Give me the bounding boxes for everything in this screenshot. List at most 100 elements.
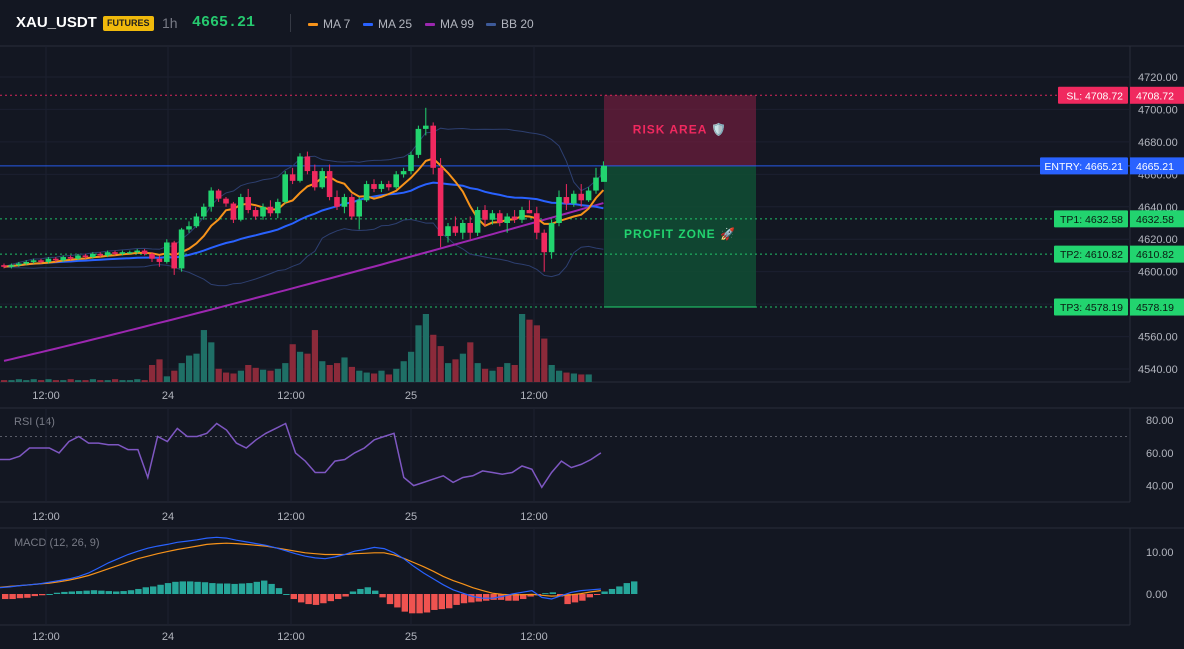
rsi-time-label: 12:00 [277,511,305,523]
volume-bar [193,353,200,382]
rsi-tick-label: 60.00 [1146,448,1174,460]
price-tick-label: 4720.00 [1138,72,1178,84]
legend-bb20-label: BB 20 [501,17,534,31]
volume-bar [297,351,304,382]
rsi-pane[interactable]: RSI (14) 80.00 60.00 40.00 12:00 24 12:00 25 12… [0,408,1174,523]
sl-value-box [1130,86,1184,104]
ma7-line [3,157,605,268]
macd-histogram-bar [364,587,371,594]
volume-bar [371,373,378,382]
candle-body [511,216,518,220]
candle-body [356,200,362,217]
macd-histogram-bar [453,594,460,605]
volume-bar [570,373,577,382]
macd-histogram-bar [127,590,135,594]
tp2-tag-box [1054,245,1128,263]
candle-body [393,174,399,188]
candle-body [260,206,266,217]
bb20-swatch-icon [486,23,496,27]
candle-body [82,255,89,258]
volume-bar [163,376,170,382]
candle-body [386,184,392,188]
macd-histogram-bar [571,594,579,603]
candle-body [571,193,577,204]
candle-body [445,226,451,236]
macd-histogram-bar [105,591,112,594]
candlesticks [1,107,607,275]
candle-body [430,125,436,168]
tp1-value-box [1130,210,1184,228]
volume-bar [504,363,511,382]
legend-ma99[interactable]: MA 99 [425,17,474,31]
candle-body [238,197,244,220]
macd-histogram-bar [231,583,238,594]
macd-time-label: 12:00 [32,631,60,643]
volume-bar [60,380,67,382]
tp3-tag-box [1054,298,1128,316]
macd-histogram-bar [416,594,423,614]
tp2-value-box [1130,245,1184,263]
time-tick-label: 12:00 [32,390,60,402]
macd-histogram-bar [142,587,149,594]
macd-histogram-bar [298,594,305,603]
symbol-name[interactable]: XAU_USDT [16,14,97,31]
volume-bar [38,380,45,382]
candle-body [408,154,414,172]
volume-bar [459,353,466,382]
candle-body [127,252,133,254]
macd-time-label: 12:00 [277,631,305,643]
volume-bar [319,361,326,382]
macd-histogram-bar [16,594,24,599]
volume-bar [171,370,178,382]
volume-bar [112,379,119,382]
candle-body [112,252,118,254]
macd-histogram-bar [623,583,630,594]
level-lines [0,94,1184,308]
ma25-line [3,181,604,268]
macd-histogram-bar [490,594,497,600]
tp2-tag-label: TP2: 4610.82 [1060,249,1123,261]
candle-body [90,253,96,258]
macd-histogram-bar [187,581,194,594]
macd-histogram-bar [224,583,231,594]
candle-body [97,253,103,256]
macd-histogram-bar [431,594,438,610]
last-price: 4665.21 [192,14,256,31]
candle-body [474,210,481,233]
moving-averages [3,157,605,362]
legend-ma7[interactable]: MA 7 [308,17,350,31]
volume-bar [378,370,385,382]
price-tick-label: 4540.00 [1138,364,1178,376]
volume-bar [304,353,311,382]
macd-pane[interactable]: MACD (12, 26, 9) 10.00 0.00 12:00 24 12:00 25… [0,528,1174,643]
live-price-marker [601,165,607,182]
rsi-title: RSI (14) [14,416,55,428]
timeframe-selector[interactable]: 1h [162,15,178,31]
macd-histogram-bar [512,594,519,601]
macd-tick-label: 0.00 [1146,589,1167,601]
sl-tag-label: SL: 4708.72 [1066,90,1123,102]
volume-bar [341,357,348,382]
candle-body [223,198,229,204]
volume-bar [533,325,540,382]
macd-histogram-bar [505,594,512,601]
chart-header: XAU_USDT FUTURES 1h 4665.21 MA 7 MA 25 M… [0,0,1184,46]
legend-ma25[interactable]: MA 25 [363,17,412,31]
volume-bar [452,359,459,382]
level-tags[interactable]: SL: 4708.72 4708.72 ENTRY: 4665.21 4665.21 T… [1040,86,1184,316]
volume-bar [585,374,592,382]
macd-histogram-bar [120,591,127,594]
volume-bar [15,379,22,382]
bb-lower-line [3,218,604,287]
volume-bar [563,372,570,382]
candle-body [53,258,59,261]
macd-histogram-bar [61,591,68,594]
volume-bar [75,380,82,382]
volume-bar [245,365,252,382]
legend-bb20[interactable]: BB 20 [486,17,534,31]
tp1-value-label: 4632.58 [1136,214,1174,226]
macd-histogram-bar [194,581,201,594]
volume-bar [237,370,244,382]
volume-bar [200,330,207,382]
